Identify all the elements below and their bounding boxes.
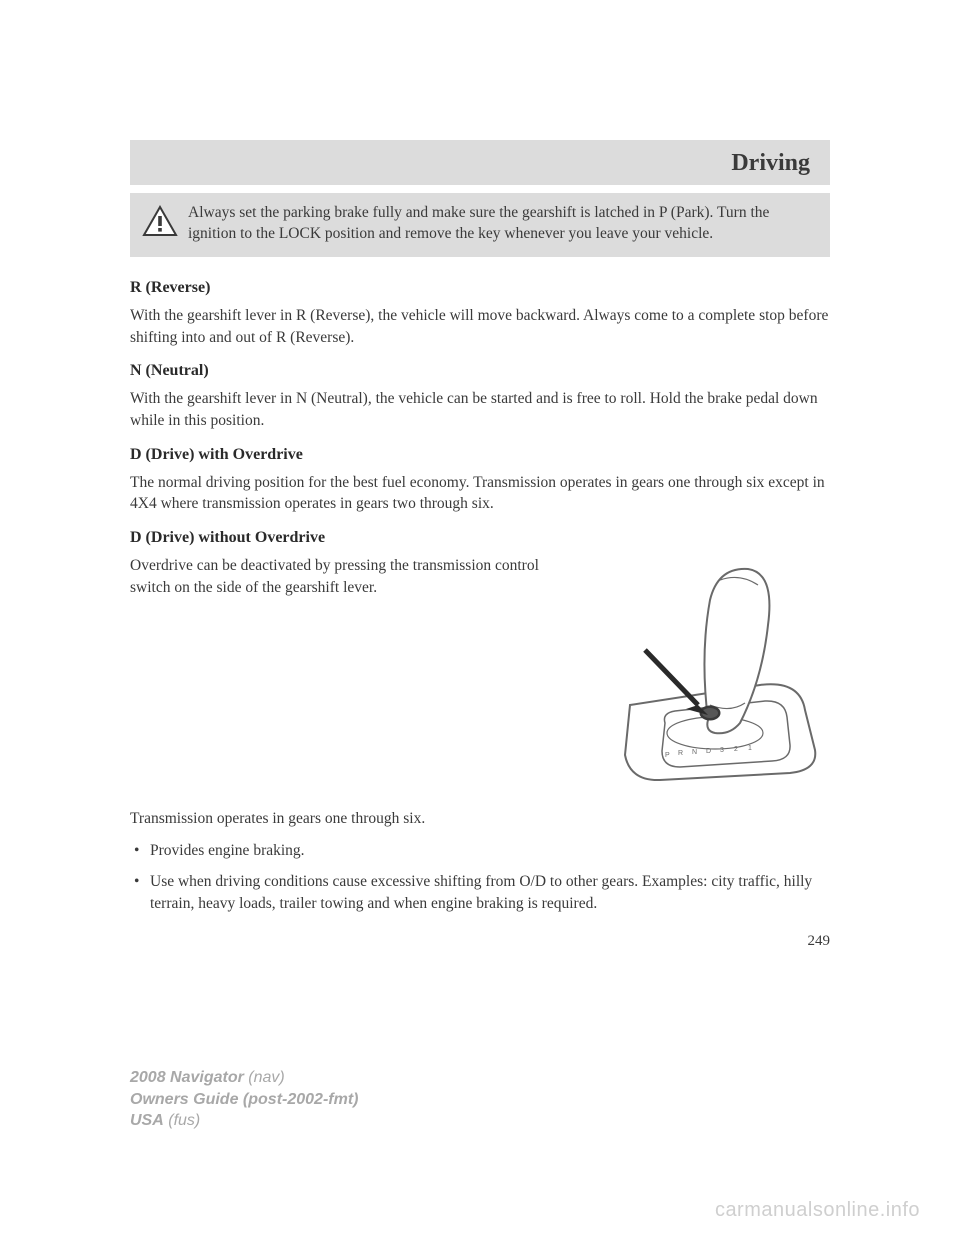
heading-drive-no-od: D (Drive) without Overdrive <box>130 529 830 547</box>
watermark: carmanualsonline.info <box>715 1199 920 1222</box>
gear-label: 1 <box>748 745 752 752</box>
footer-model: 2008 Navigator <box>130 1069 244 1086</box>
section-title: Driving <box>150 150 810 177</box>
post-image-text: Transmission operates in gears one throu… <box>130 808 830 830</box>
gearshift-illustration: P R N D 3 2 1 <box>590 555 830 790</box>
footer-line-2: Owners Guide (post-2002-fmt) <box>130 1089 358 1111</box>
body-drive-od: The normal driving position for the best… <box>130 472 830 515</box>
bullet-list: Provides engine braking. Use when drivin… <box>130 840 830 915</box>
footer: 2008 Navigator (nav) Owners Guide (post-… <box>130 1067 358 1132</box>
page-number: 249 <box>130 933 830 950</box>
warning-text: Always set the parking brake fully and m… <box>188 203 812 245</box>
warning-icon <box>142 205 178 242</box>
list-item: Use when driving conditions cause excess… <box>134 871 830 914</box>
gear-label: N <box>692 749 697 756</box>
heading-neutral: N (Neutral) <box>130 362 830 380</box>
footer-guide: Owners Guide (post-2002-fmt) <box>130 1091 358 1108</box>
footer-code1: (nav) <box>248 1069 284 1086</box>
gear-label: D <box>706 748 711 755</box>
section-header-band: Driving <box>130 140 830 185</box>
footer-region: USA <box>130 1112 164 1129</box>
footer-line-1: 2008 Navigator (nav) <box>130 1067 358 1089</box>
warning-callout: Always set the parking brake fully and m… <box>130 193 830 257</box>
page-content: Driving Always set the parking brake ful… <box>0 0 960 950</box>
gear-label: 3 <box>720 747 724 754</box>
heading-reverse: R (Reverse) <box>130 279 830 297</box>
body-neutral: With the gearshift lever in N (Neutral),… <box>130 388 830 431</box>
list-item: Provides engine braking. <box>134 840 830 862</box>
gear-label: P <box>665 752 670 759</box>
footer-line-3: USA (fus) <box>130 1110 358 1132</box>
heading-drive-od: D (Drive) with Overdrive <box>130 446 830 464</box>
overdrive-row: Overdrive can be deactivated by pressing… <box>130 555 830 790</box>
footer-code3: (fus) <box>168 1112 200 1129</box>
body-drive-no-od: Overdrive can be deactivated by pressing… <box>130 555 570 598</box>
body-reverse: With the gearshift lever in R (Reverse),… <box>130 305 830 348</box>
gear-label: R <box>678 750 683 757</box>
gear-label: 2 <box>734 746 738 753</box>
